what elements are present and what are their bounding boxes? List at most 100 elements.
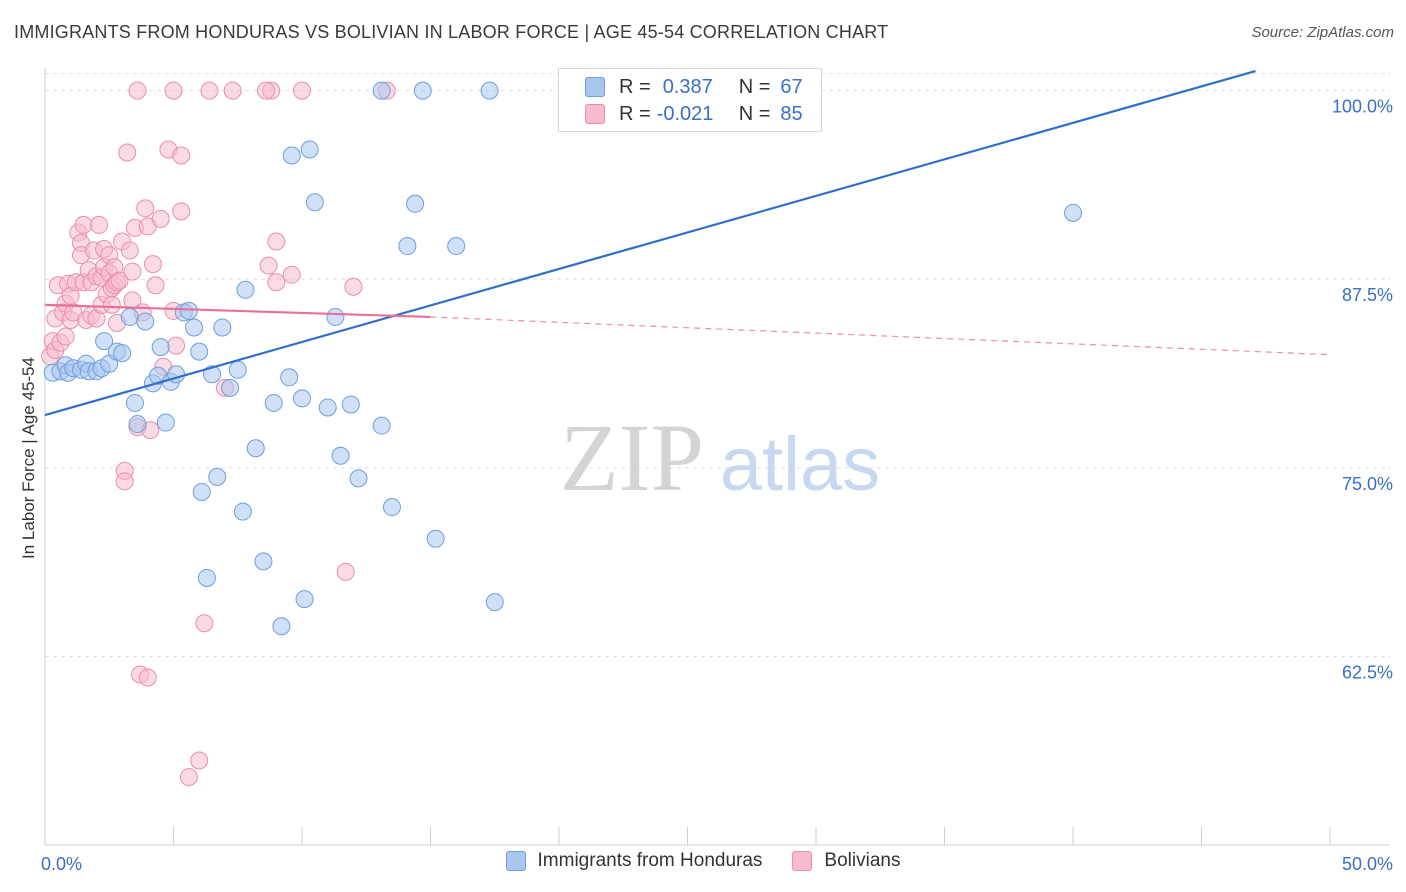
honduras-point <box>372 416 391 435</box>
bolivians-point <box>138 668 157 687</box>
bolivians-point <box>257 81 276 100</box>
legend-r-value: -0.021 <box>656 102 714 125</box>
bolivians-point <box>167 336 186 355</box>
bolivians-point <box>190 751 209 770</box>
x-tick-label: 0.0% <box>41 854 82 874</box>
honduras-points <box>43 81 1082 636</box>
legend-r-label: R = <box>619 75 651 98</box>
source-label: Source: ZipAtlas.com <box>1251 24 1394 41</box>
honduras-point <box>264 393 283 412</box>
honduras-point <box>179 301 198 320</box>
honduras-point <box>192 482 211 501</box>
y-tick-label: 62.5% <box>1342 662 1393 682</box>
honduras-point <box>1064 203 1082 222</box>
legend-r-label: R = <box>619 102 651 125</box>
legend-n-label: N = <box>738 75 771 98</box>
bolivians-point <box>118 143 137 162</box>
series-legend: Immigrants from Honduras Bolivians <box>0 850 1406 872</box>
honduras-point <box>190 342 209 361</box>
y-tick-label: 100.0% <box>1332 97 1393 117</box>
series-label-bolivians: Bolivians <box>824 850 901 871</box>
bolivians-point <box>56 327 75 346</box>
bolivians-point <box>282 265 301 284</box>
tick-labels: 62.5% 75.0% 87.5% 100.0% 0.0% 50.0% <box>41 97 1393 874</box>
series-swatch-honduras <box>505 851 526 871</box>
honduras-point <box>300 140 319 159</box>
legend-n-value: 85 <box>780 102 803 125</box>
honduras-point <box>208 467 227 486</box>
watermark: ZIP atlas <box>560 404 880 511</box>
honduras-point <box>228 360 247 379</box>
honduras-point <box>447 237 466 256</box>
bolivians-trend-extension <box>430 316 1331 356</box>
honduras-point <box>197 568 216 587</box>
bolivians-point <box>143 255 162 274</box>
honduras-point <box>295 590 314 609</box>
bolivians-point <box>128 81 147 100</box>
axes <box>44 68 1390 846</box>
bolivians-point <box>115 472 134 491</box>
honduras-point <box>480 81 499 100</box>
honduras-point <box>293 389 311 408</box>
honduras-point <box>246 439 265 458</box>
bolivians-point <box>267 273 286 292</box>
bolivians-point <box>102 295 121 314</box>
y-axis-label: In Labor Force | Age 45-54 <box>19 357 38 559</box>
legend-r-value: 0.387 <box>662 75 713 98</box>
legend-row-honduras: R = 0.387 N = 67 <box>585 74 803 100</box>
bolivians-point <box>223 81 242 100</box>
honduras-point <box>156 413 175 432</box>
chart-title: IMMIGRANTS FROM HONDURAS VS BOLIVIAN IN … <box>14 22 889 42</box>
trend-lines <box>44 69 1331 417</box>
series-label-honduras: Immigrants from Honduras <box>537 850 763 871</box>
bolivians-point <box>259 256 278 275</box>
legend-swatch-honduras <box>585 77 605 97</box>
honduras-point <box>120 307 139 326</box>
bolivians-point <box>74 215 93 234</box>
honduras-point <box>272 617 291 636</box>
bolivians-point <box>123 262 142 281</box>
honduras-point <box>349 469 368 488</box>
stats-legend: R = 0.387 N = 67 R = -0.021 N = 85 <box>558 68 822 132</box>
bolivians-point <box>120 241 139 260</box>
honduras-point <box>406 194 425 213</box>
honduras-point <box>382 498 401 517</box>
bolivians-points <box>41 81 396 787</box>
legend-swatch-bolivians <box>585 104 605 124</box>
honduras-point <box>413 81 432 100</box>
bolivians-point <box>200 81 219 100</box>
honduras-point <box>326 307 345 326</box>
bolivians-point <box>110 271 129 290</box>
legend-n-value: 67 <box>780 75 803 98</box>
honduras-point <box>305 193 324 212</box>
bolivians-point <box>136 199 155 218</box>
x-tick-label: 50.0% <box>1342 854 1393 874</box>
grid-lines <box>45 73 1390 657</box>
honduras-point <box>341 395 360 414</box>
honduras-point <box>236 280 255 299</box>
honduras-point <box>185 318 204 337</box>
bolivians-point <box>172 146 191 165</box>
honduras-point <box>398 237 417 256</box>
bolivians-trend-line <box>44 303 431 319</box>
y-tick-label: 87.5% <box>1342 285 1393 305</box>
honduras-point <box>95 332 114 351</box>
honduras-point <box>331 446 350 465</box>
bolivians-point <box>151 209 170 228</box>
bolivians-point <box>146 276 165 295</box>
legend-n-label: N = <box>738 102 771 125</box>
bolivians-point <box>195 614 214 633</box>
honduras-point <box>282 146 301 165</box>
honduras-trend-line <box>44 69 1256 417</box>
bolivians-point <box>179 768 198 787</box>
honduras-point <box>136 312 155 331</box>
honduras-point <box>233 502 252 521</box>
honduras-point <box>372 81 391 100</box>
honduras-point <box>221 378 240 397</box>
honduras-point <box>254 552 273 571</box>
honduras-point <box>125 393 144 412</box>
watermark-zip: ZIP <box>560 404 704 511</box>
bolivians-point <box>89 215 108 234</box>
honduras-point <box>485 593 504 612</box>
